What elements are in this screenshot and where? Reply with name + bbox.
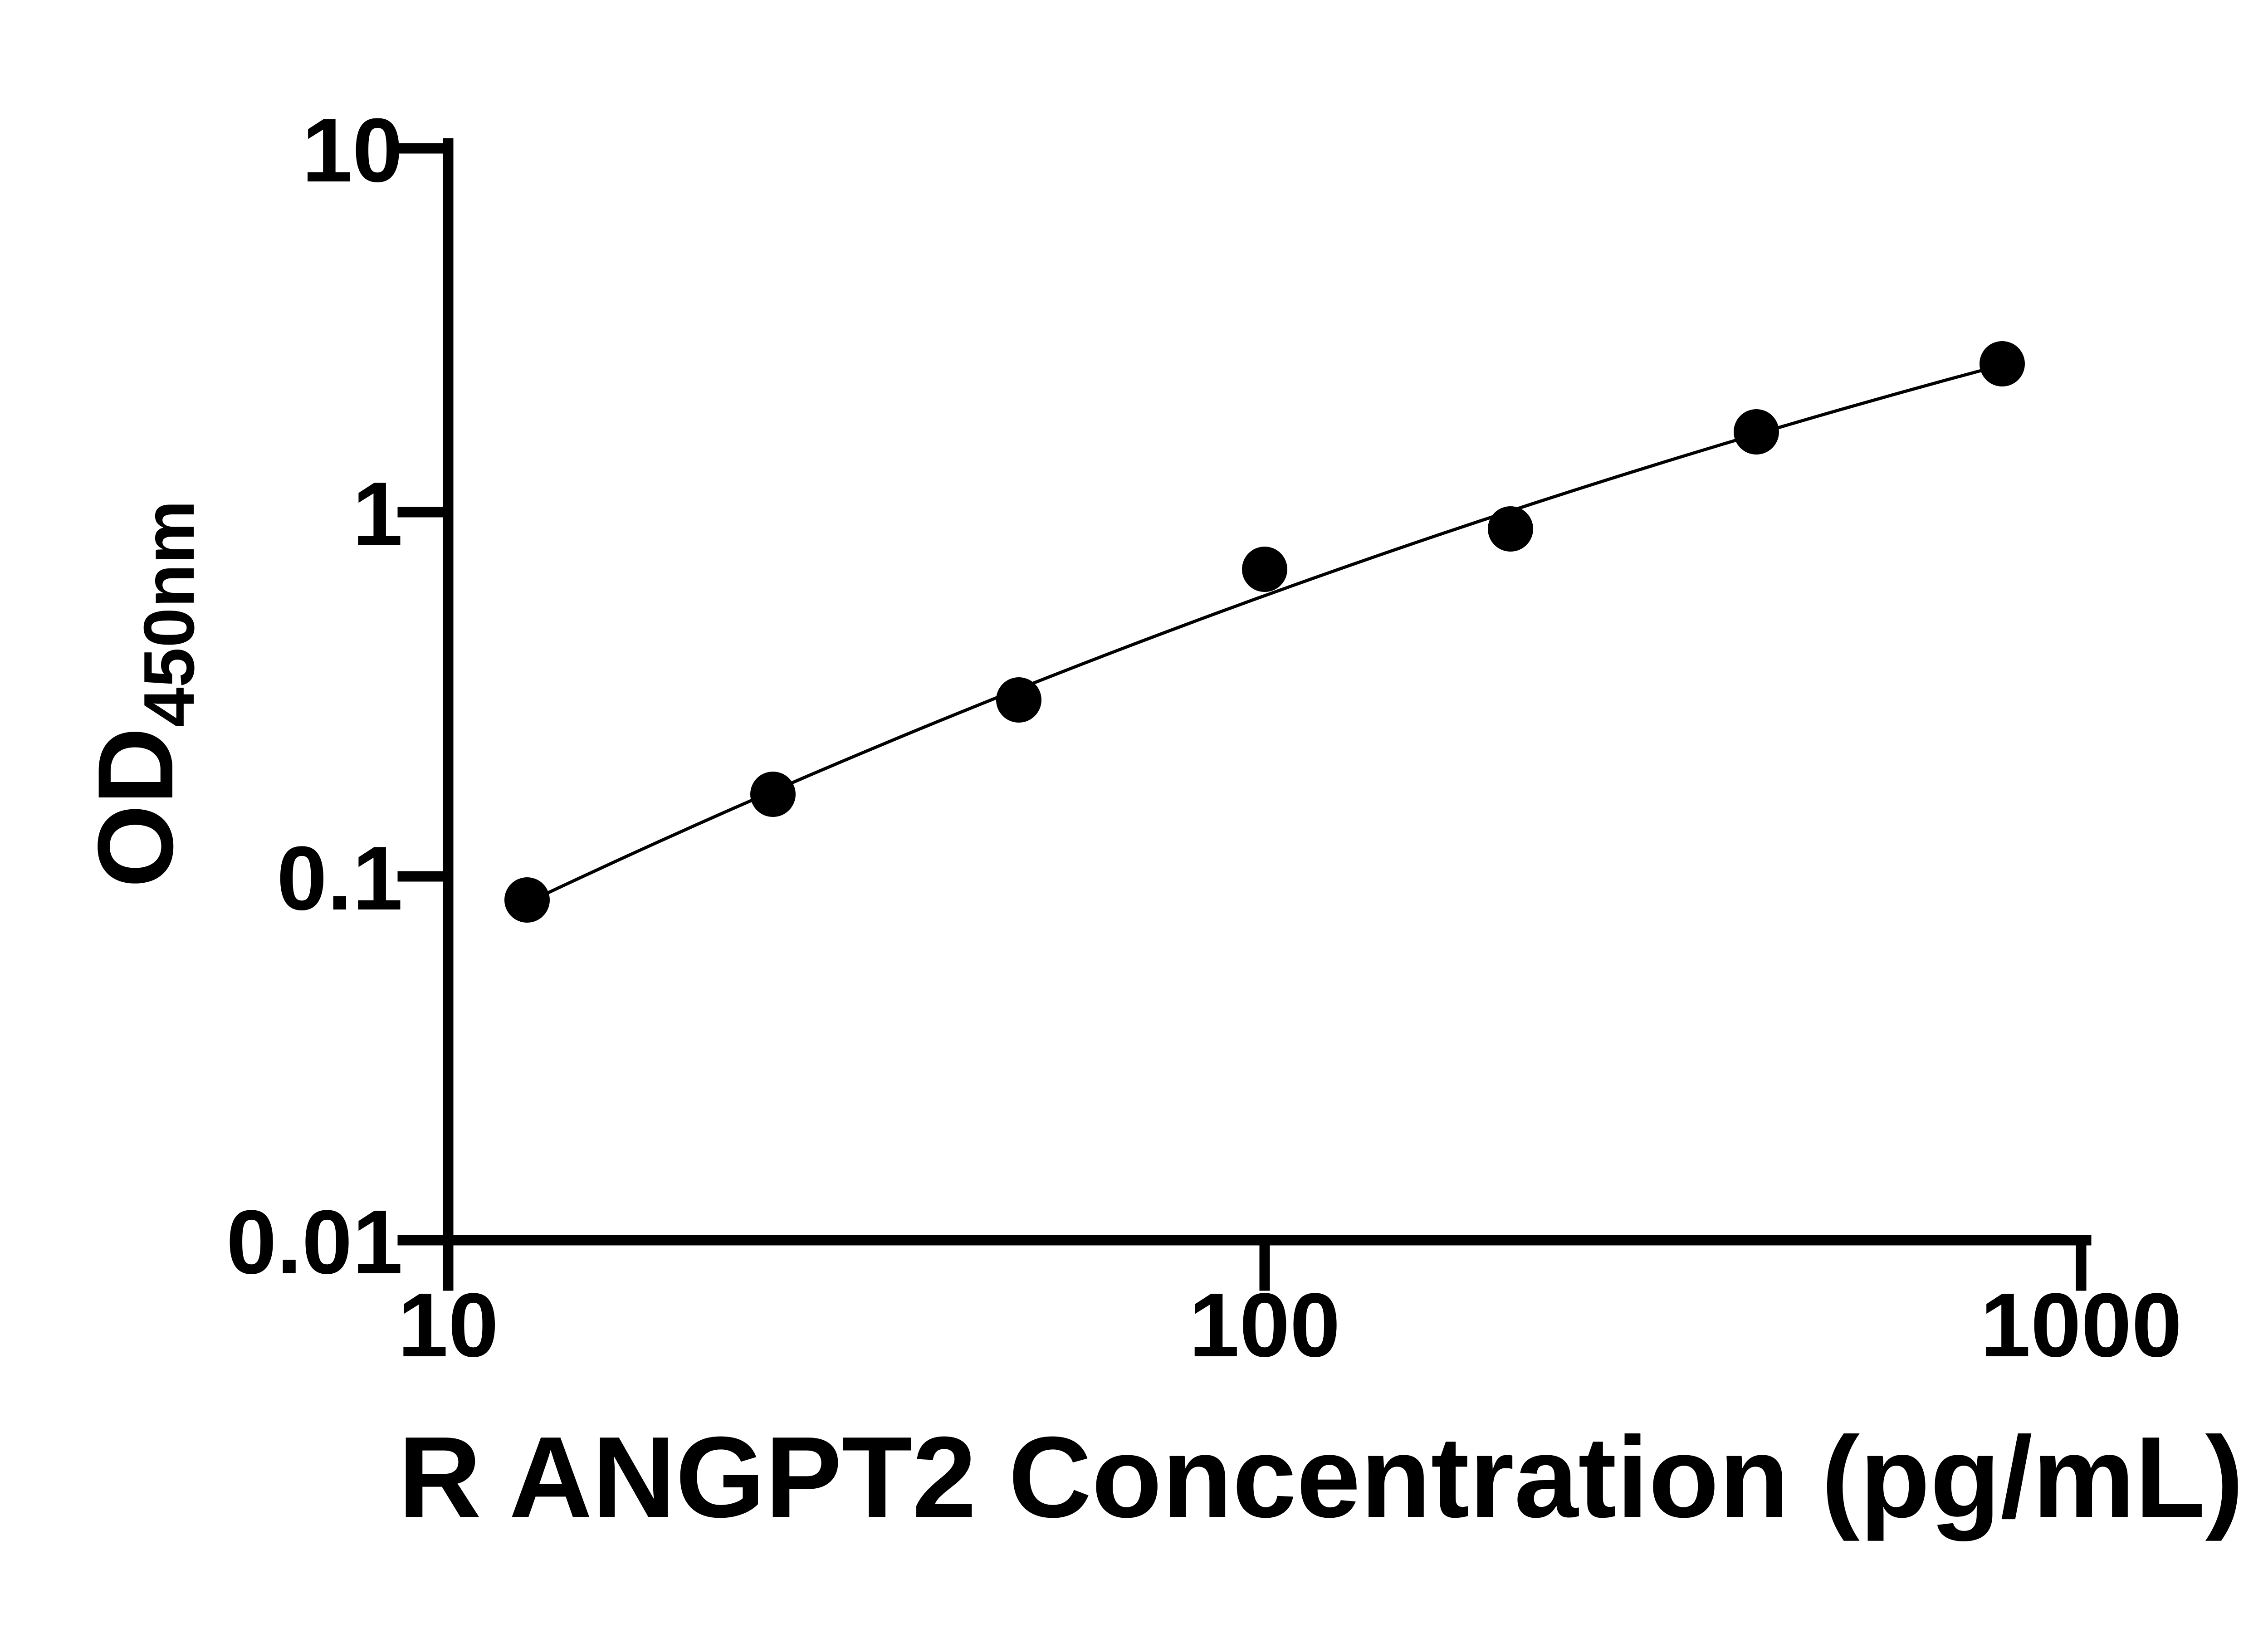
svg-text:1: 1: [352, 464, 403, 565]
svg-text:1000: 1000: [1980, 1275, 2182, 1376]
svg-text:10: 10: [398, 1275, 499, 1376]
svg-text:0.01: 0.01: [226, 1192, 403, 1293]
svg-text:100: 100: [1189, 1275, 1340, 1376]
svg-text:10: 10: [302, 100, 403, 201]
svg-text:R ANGPT2 Concentration (pg/mL): R ANGPT2 Concentration (pg/mL): [398, 1413, 2244, 1541]
svg-text:0.1: 0.1: [277, 828, 403, 929]
